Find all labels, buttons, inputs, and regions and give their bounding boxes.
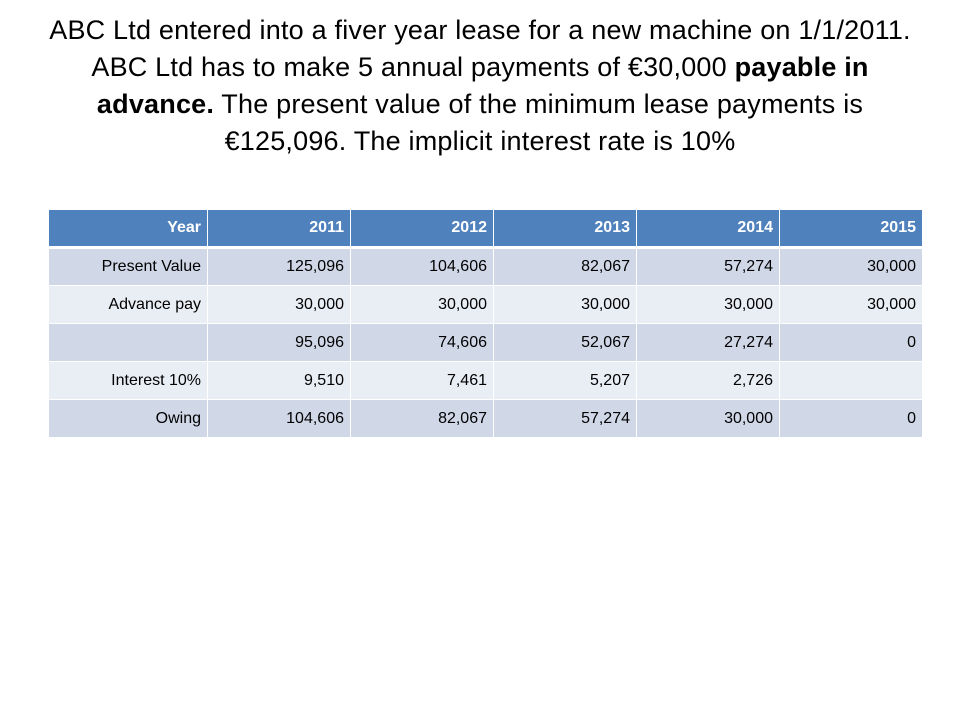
table-cell: 30,000	[779, 247, 923, 286]
table-cell: 57,274	[493, 399, 637, 438]
table-cell: Present Value	[48, 247, 208, 286]
table-cell: 30,000	[779, 285, 923, 324]
table-cell: 57,274	[636, 247, 780, 286]
table-header-row: Year 2011 2012 2013 2014 2015	[48, 209, 923, 249]
header-cell: 2014	[636, 209, 780, 249]
header-cell: 2013	[493, 209, 637, 249]
table-cell: 0	[779, 399, 923, 438]
header-cell: 2012	[350, 209, 494, 249]
header-cell: Year	[48, 209, 208, 249]
table-cell: Interest 10%	[48, 361, 208, 400]
table-cell: 2,726	[636, 361, 780, 400]
table-cell: 27,274	[636, 323, 780, 362]
table-cell: Owing	[48, 399, 208, 438]
table-cell: 82,067	[493, 247, 637, 286]
table-cell: 30,000	[493, 285, 637, 324]
title-text-bold: payable in advance.	[96, 52, 869, 119]
slide-title: ABC Ltd entered into a fiver year lease …	[40, 12, 920, 160]
table-row: Present Value 125,096 104,606 82,067 57,…	[48, 247, 923, 286]
table-cell: 95,096	[207, 323, 351, 362]
table-cell: 30,000	[207, 285, 351, 324]
table-row: Advance pay 30,000 30,000 30,000 30,000 …	[48, 285, 923, 324]
table-cell: 82,067	[350, 399, 494, 438]
title-text-part2: The present value of the minimum lease p…	[214, 89, 864, 156]
table-cell: 0	[779, 323, 923, 362]
lease-schedule-table: Year 2011 2012 2013 2014 2015 Present Va…	[48, 209, 923, 438]
table-row: Interest 10% 9,510 7,461 5,207 2,726	[48, 361, 923, 400]
table-cell	[779, 361, 923, 400]
table-cell: 74,606	[350, 323, 494, 362]
table-row: Owing 104,606 82,067 57,274 30,000 0	[48, 399, 923, 438]
table-cell: 104,606	[350, 247, 494, 286]
table-cell: 5,207	[493, 361, 637, 400]
table-cell: 30,000	[636, 285, 780, 324]
title-text-part1: ABC Ltd entered into a fiver year lease …	[49, 15, 911, 82]
header-cell: 2011	[207, 209, 351, 249]
table-cell: 9,510	[207, 361, 351, 400]
table-cell: 52,067	[493, 323, 637, 362]
table-cell	[48, 323, 208, 362]
table-cell: 104,606	[207, 399, 351, 438]
header-cell: 2015	[779, 209, 923, 249]
table-row: 95,096 74,606 52,067 27,274 0	[48, 323, 923, 362]
table-cell: 30,000	[350, 285, 494, 324]
table-cell: 7,461	[350, 361, 494, 400]
table-cell: 125,096	[207, 247, 351, 286]
table-cell: Advance pay	[48, 285, 208, 324]
table-cell: 30,000	[636, 399, 780, 438]
